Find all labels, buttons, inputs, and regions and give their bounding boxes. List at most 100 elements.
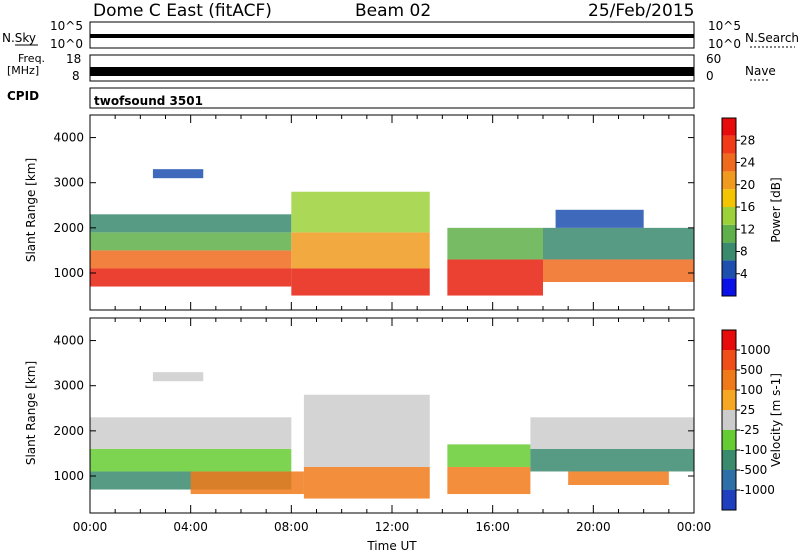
power-echo-band-7 bbox=[447, 259, 543, 296]
power-colorbar-segment-9 bbox=[722, 118, 736, 136]
velocity-echo-band-9 bbox=[530, 417, 694, 449]
velocity-echo-band-4 bbox=[303, 466, 430, 499]
velocity-colorbar-segment-5 bbox=[722, 390, 736, 410]
plot-title-date: 25/Feb/2015 bbox=[588, 1, 695, 21]
power-echo-band-2 bbox=[90, 232, 292, 251]
power-echo-band-8 bbox=[447, 227, 543, 260]
velocity-colorbar-segment-3 bbox=[722, 430, 736, 450]
power-colorbar-segment-4 bbox=[722, 207, 736, 225]
power-ytick-label-0: 1000 bbox=[53, 266, 84, 280]
nave-tick-low: 0 bbox=[706, 69, 714, 83]
velocity-echo-band-5 bbox=[303, 394, 430, 467]
power-colorbar-tick-label-4: 20 bbox=[740, 178, 755, 192]
power-echo-band-4 bbox=[291, 268, 430, 296]
power-colorbar-tick-label-6: 28 bbox=[740, 133, 755, 147]
velocity-panel: 1000 2000 3000 4000 00:00 04:00 08:00 12:00 16:… bbox=[53, 317, 775, 534]
freq-strip bbox=[89, 54, 770, 82]
velocity-colorbar-tick-label-7: -1000 bbox=[740, 483, 775, 497]
power-colorbar-segment-5 bbox=[722, 189, 736, 207]
velocity-echo-band-6 bbox=[447, 466, 531, 495]
power-colorbar-tick-label-3: 16 bbox=[740, 200, 755, 214]
power-colorbar-segment-0 bbox=[722, 278, 736, 296]
velocity-colorbar-segment-0 bbox=[722, 490, 736, 510]
velocity-xtick-label-5: 20:00 bbox=[576, 520, 611, 534]
nsky-label: N.Sky bbox=[2, 31, 37, 45]
power-echo-band-9 bbox=[543, 259, 694, 283]
velocity-xtick-label-1: 04:00 bbox=[173, 520, 208, 534]
velocity-echo-band-3 bbox=[190, 471, 304, 495]
power-colorbar-tick-label-5: 24 bbox=[740, 156, 755, 170]
velocity-ytick-label-3: 4000 bbox=[53, 334, 84, 348]
velocity-colorbar-tick-label-2: 100 bbox=[740, 383, 763, 397]
power-panel: 1000 2000 3000 4000 4 8 12 16 20 24 28 bbox=[53, 114, 755, 311]
nsearch-tick-low: 10^0 bbox=[708, 37, 741, 51]
power-colorbar-tick-label-2: 12 bbox=[740, 222, 755, 236]
power-echo-band-3 bbox=[90, 214, 292, 233]
nave-label: Nave bbox=[745, 64, 776, 78]
power-ytick-label-1: 2000 bbox=[53, 221, 84, 235]
velocity-echo-band-7 bbox=[447, 444, 531, 467]
velocity-echo-band-10 bbox=[568, 471, 669, 486]
power-echo-band-5 bbox=[291, 232, 430, 269]
cpid-value: twofsound 3501 bbox=[94, 94, 203, 108]
velocity-colorbar-segment-4 bbox=[722, 410, 736, 430]
plot-title-station: Dome C East (fitACF) bbox=[93, 1, 272, 21]
freq-unit-label: [MHz] bbox=[7, 64, 40, 77]
nsearch-tick-high: 10^5 bbox=[708, 19, 741, 33]
cpid-label: CPID bbox=[7, 89, 40, 103]
power-colorbar-tick-label-1: 8 bbox=[740, 245, 748, 259]
power-echo-band-11 bbox=[555, 209, 644, 228]
power-colorbar-segment-2 bbox=[722, 242, 736, 261]
cpid-strip bbox=[89, 87, 695, 109]
power-echo-band-1 bbox=[90, 250, 292, 269]
velocity-echo-band-11 bbox=[152, 372, 204, 382]
nave-tick-high: 60 bbox=[706, 52, 722, 66]
nsearch-label: N.Search bbox=[745, 31, 800, 45]
velocity-colorbar-tick-label-1: 500 bbox=[740, 363, 763, 377]
velocity-colorbar-segment-1 bbox=[722, 470, 736, 490]
velocity-ytick-label-1: 2000 bbox=[53, 424, 84, 438]
velocity-colorbar-tick-label-5: -100 bbox=[740, 443, 767, 457]
freq-label: Freq. bbox=[18, 52, 46, 65]
velocity-colorbar-segment-2 bbox=[722, 450, 736, 470]
power-ylabel: Slant Range [km] bbox=[24, 158, 38, 262]
freq-tick-low: 8 bbox=[72, 69, 80, 83]
velocity-echo-band-2 bbox=[90, 417, 292, 449]
power-colorbar-label: Power [dB] bbox=[769, 177, 783, 242]
power-colorbar-segment-6 bbox=[722, 171, 736, 190]
power-colorbar-segment-7 bbox=[722, 153, 736, 172]
power-echo-band-10 bbox=[543, 227, 694, 260]
velocity-xtick-label-4: 16:00 bbox=[475, 520, 510, 534]
velocity-colorbar-segment-7 bbox=[722, 350, 736, 370]
nsky-tick-low: 10^0 bbox=[50, 37, 83, 51]
freq-trace bbox=[90, 67, 694, 76]
velocity-colorbar-segment-6 bbox=[722, 370, 736, 390]
velocity-xtick-label-0: 00:00 bbox=[73, 520, 108, 534]
power-echo-band-12 bbox=[152, 169, 204, 179]
power-colorbar-segment-1 bbox=[722, 260, 736, 279]
velocity-xtick-label-2: 08:00 bbox=[274, 520, 309, 534]
power-colorbar-segment-3 bbox=[722, 224, 736, 243]
power-ytick-label-3: 4000 bbox=[53, 131, 84, 145]
velocity-echo-band-8 bbox=[530, 448, 694, 472]
velocity-xtick-label-3: 12:00 bbox=[375, 520, 410, 534]
velocity-ytick-label-2: 3000 bbox=[53, 379, 84, 393]
x-axis-label: Time UT bbox=[366, 539, 417, 553]
power-ytick-label-2: 3000 bbox=[53, 176, 84, 190]
nsky-strip bbox=[15, 21, 795, 49]
velocity-colorbar-tick-label-6: -500 bbox=[740, 463, 767, 477]
velocity-colorbar-frame bbox=[721, 329, 737, 511]
power-colorbar-tick-label-0: 4 bbox=[740, 267, 748, 281]
velocity-ytick-label-0: 1000 bbox=[53, 469, 84, 483]
velocity-xtick-label-6: 00:00 bbox=[677, 520, 712, 534]
nsky-tick-high: 10^5 bbox=[50, 19, 83, 33]
velocity-colorbar-tick-label-4: -25 bbox=[740, 423, 760, 437]
velocity-colorbar-segment-8 bbox=[722, 330, 736, 350]
velocity-ylabel: Slant Range [km] bbox=[24, 361, 38, 465]
velocity-echo-band-1 bbox=[90, 448, 292, 472]
velocity-colorbar-tick-label-3: 25 bbox=[740, 403, 755, 417]
plot-title-beam: Beam 02 bbox=[355, 1, 432, 21]
power-echo-band-6 bbox=[291, 191, 430, 233]
power-colorbar-segment-8 bbox=[722, 135, 736, 154]
